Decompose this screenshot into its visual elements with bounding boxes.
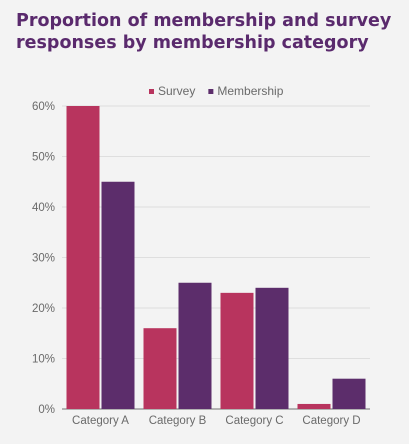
- bar-survey-category-b: [143, 328, 177, 409]
- bar-survey-category-a: [66, 106, 100, 409]
- y-axis-tick-labels: 0% 10% 20% 30% 40% 50% 60%: [32, 101, 55, 416]
- x-tick-label: Category B: [149, 415, 207, 427]
- bar-membership-category-d: [332, 378, 366, 409]
- bars: [66, 106, 366, 409]
- legend-swatch-survey: [149, 89, 154, 94]
- y-tick-label: 50%: [32, 152, 55, 164]
- y-tick-label: 10%: [32, 354, 55, 366]
- bar-membership-category-c: [255, 287, 289, 409]
- legend-label-membership: Membership: [217, 84, 283, 98]
- y-tick-label: 0%: [38, 404, 55, 416]
- y-tick-label: 40%: [32, 202, 55, 214]
- x-tick-label: Category C: [225, 415, 283, 427]
- y-tick-label: 60%: [32, 101, 55, 113]
- legend-swatch-membership: [208, 89, 214, 94]
- bar-membership-category-a: [101, 181, 135, 409]
- legend: Survey Membership: [149, 84, 284, 98]
- x-tick-label: Category D: [302, 415, 360, 427]
- x-axis-tick-labels: Category A Category B Category C Category D: [72, 415, 361, 427]
- bar-survey-category-d: [297, 403, 331, 409]
- bar-survey-category-c: [220, 292, 254, 409]
- x-tick-label: Category A: [72, 415, 129, 427]
- y-tick-label: 30%: [32, 253, 55, 265]
- bar-membership-category-b: [178, 282, 212, 409]
- chart-title: Proportion of membership and survey resp…: [16, 11, 392, 53]
- legend-label-survey: Survey: [158, 84, 195, 98]
- y-tick-label: 20%: [32, 303, 55, 315]
